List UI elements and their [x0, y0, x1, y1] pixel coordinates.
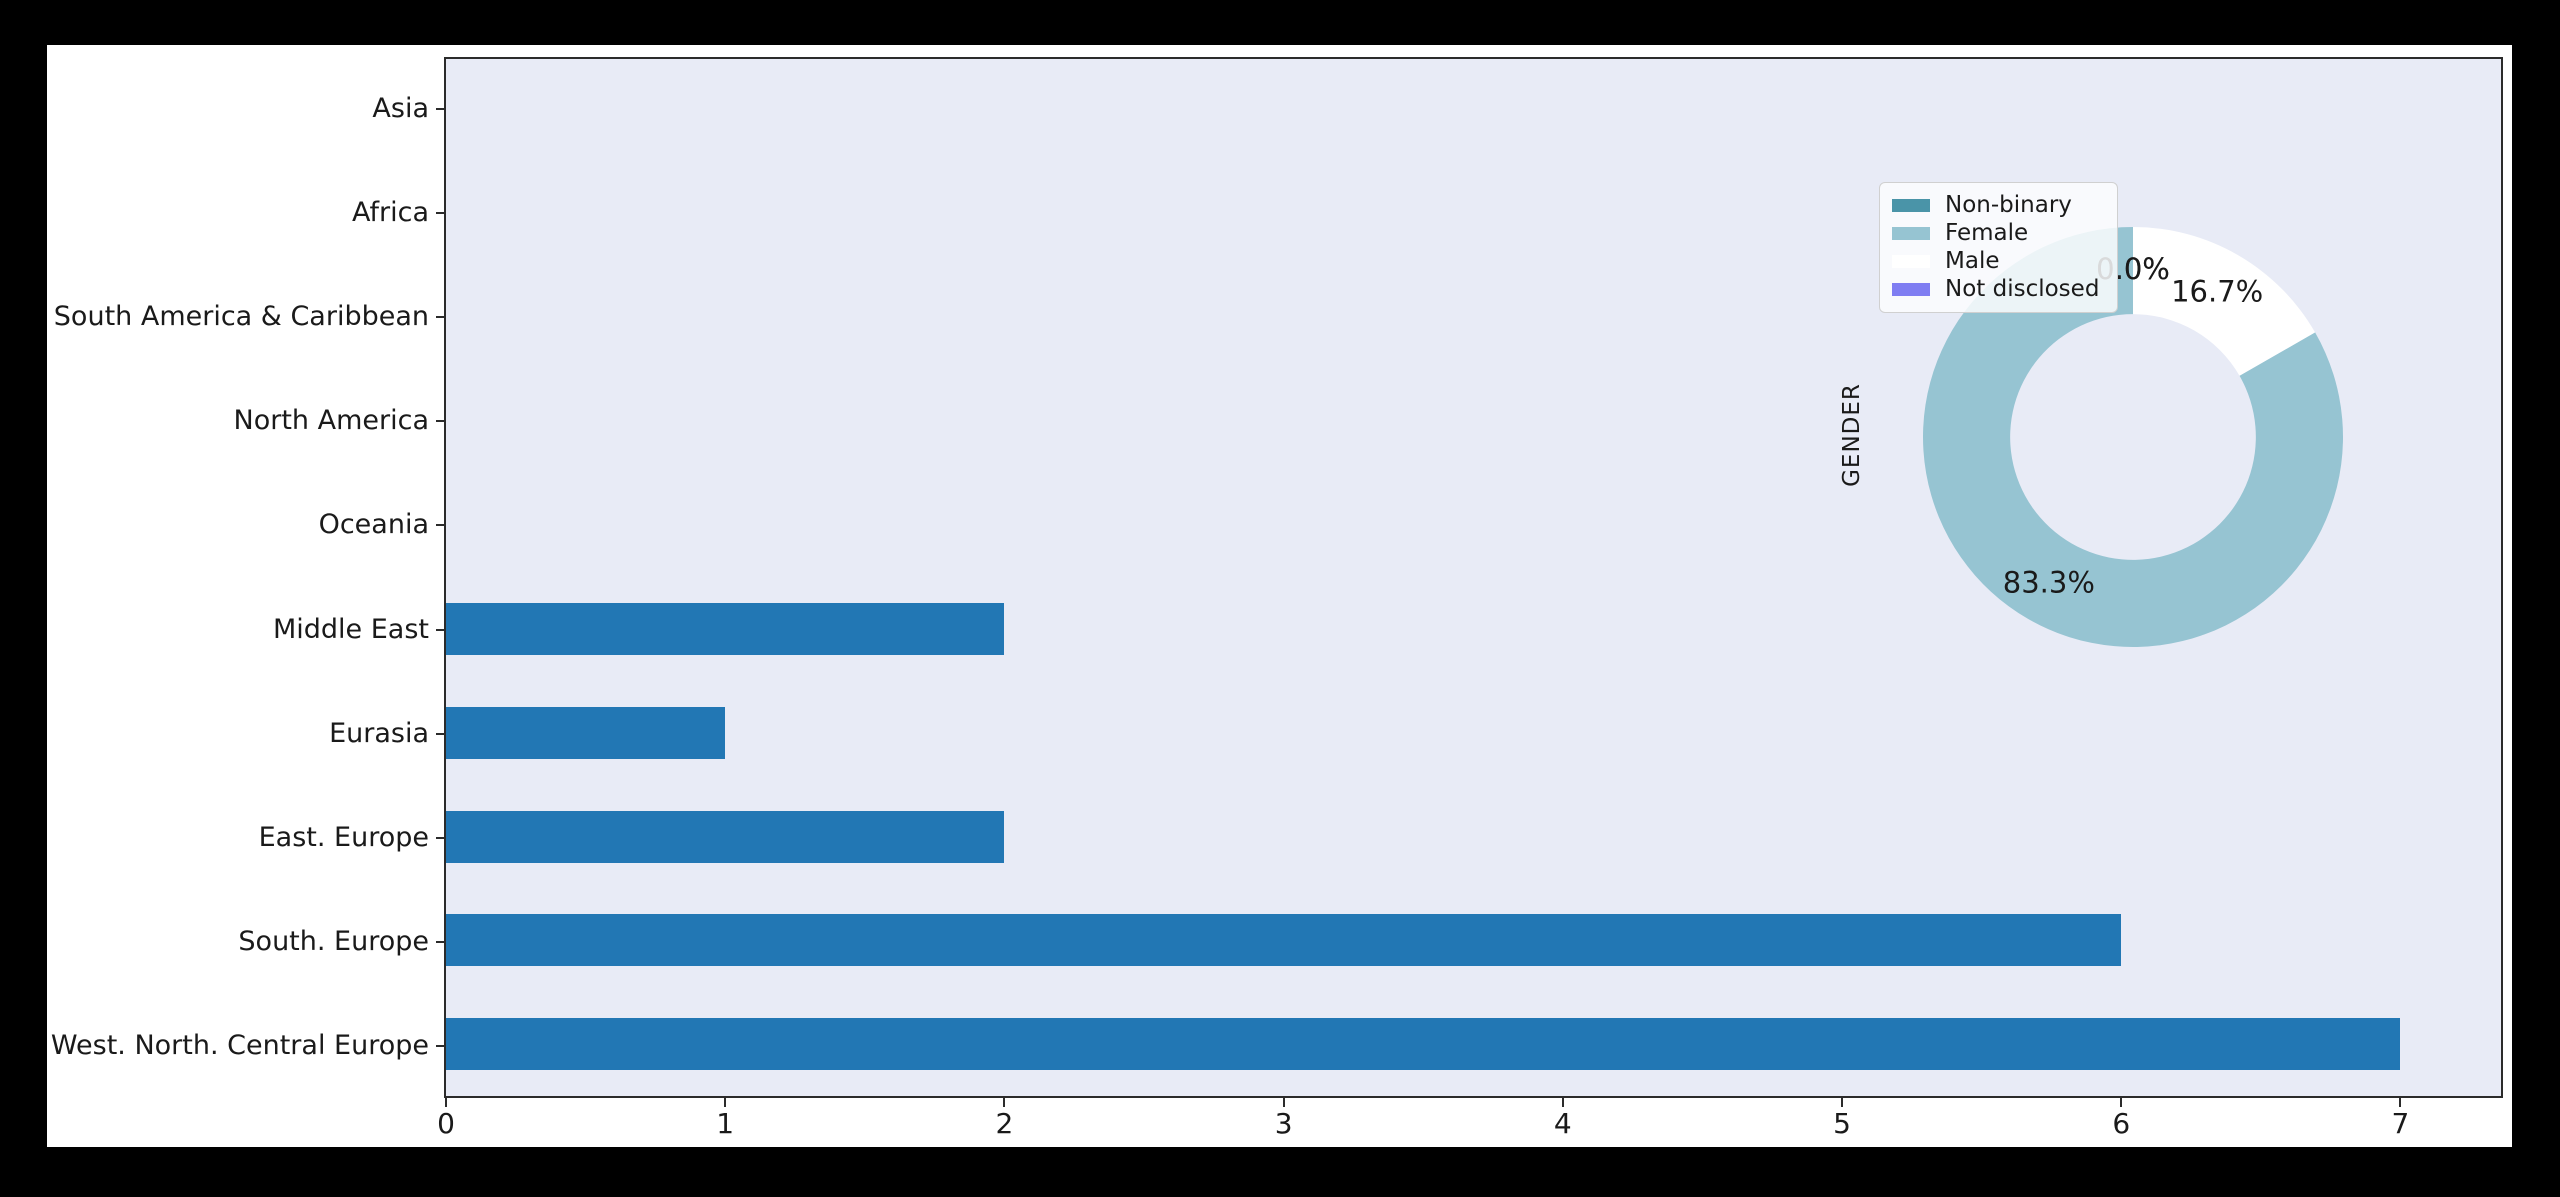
x-tick-mark — [1841, 1098, 1844, 1107]
y-tick-label-west-north-central-europe: West. North. Central Europe — [50, 1029, 429, 1061]
y-tick-mark — [436, 316, 445, 319]
y-tick-label-oceania: Oceania — [318, 509, 429, 541]
y-tick-mark — [436, 420, 445, 423]
y-tick-label-africa: Africa — [351, 197, 429, 229]
gender-donut-chart: 0.0%83.3%16.7%0.0% — [1923, 227, 2343, 647]
x-tick-label-5: 5 — [1833, 1107, 1851, 1140]
legend-label-female: Female — [1945, 220, 2029, 246]
x-tick-mark — [724, 1098, 727, 1107]
x-tick-label-0: 0 — [437, 1107, 455, 1140]
y-tick-mark — [436, 732, 445, 735]
donut-slice-male — [2133, 227, 2316, 376]
y-tick-mark — [436, 212, 445, 215]
x-tick-mark — [1282, 1098, 1285, 1107]
y-tick-label-south-europe: South. Europe — [238, 925, 429, 957]
y-tick-mark — [436, 940, 445, 943]
x-tick-mark — [445, 1098, 447, 1107]
bar-middle-east — [446, 603, 1005, 656]
x-tick-label-1: 1 — [716, 1107, 735, 1140]
gender-axis-title: GENDER — [1839, 383, 1865, 487]
donut-pct-label-female: 83.3% — [2003, 566, 2095, 600]
legend-item-female: Female — [1892, 220, 2099, 247]
legend-item-non-binary: Non-binary — [1892, 192, 2099, 219]
gender-legend: Non-binary Female Male Not disclosed — [1879, 182, 2119, 313]
y-tick-mark — [436, 524, 445, 527]
y-tick-label-eurasia: Eurasia — [329, 717, 429, 749]
x-tick-label-2: 2 — [995, 1107, 1014, 1140]
legend-swatch-male — [1892, 255, 1930, 268]
donut-slice-female — [1923, 227, 2343, 647]
bar-west-north-central-europe — [446, 1018, 2401, 1071]
y-tick-mark — [436, 1044, 445, 1047]
legend-item-not-disclosed: Not disclosed — [1892, 276, 2099, 303]
y-tick-label-north-america: North America — [233, 405, 429, 437]
legend-swatch-not-disclosed — [1892, 283, 1930, 296]
y-tick-label-south-america-caribbean: South America & Caribbean — [53, 301, 429, 333]
y-tick-mark — [436, 836, 445, 839]
bar-east-europe — [446, 810, 1005, 863]
x-tick-mark — [1561, 1098, 1564, 1107]
bar-south-europe — [446, 914, 2122, 967]
x-tick-mark — [2399, 1098, 2402, 1107]
legend-label-not-disclosed: Not disclosed — [1945, 276, 2100, 302]
legend-item-male: Male — [1892, 248, 2099, 275]
bar-eurasia — [446, 707, 726, 760]
y-tick-mark — [436, 108, 445, 111]
y-tick-label-asia: Asia — [372, 93, 429, 125]
x-tick-label-7: 7 — [2391, 1107, 2410, 1140]
x-tick-label-6: 6 — [2112, 1107, 2131, 1140]
y-tick-mark — [436, 628, 445, 631]
x-tick-label-3: 3 — [1274, 1107, 1293, 1140]
legend-label-male: Male — [1945, 248, 2000, 274]
donut-pct-label-male: 16.7% — [2171, 275, 2263, 309]
y-tick-label-middle-east: Middle East — [272, 613, 429, 645]
legend-swatch-non-binary — [1892, 199, 1930, 212]
y-tick-label-east-europe: East. Europe — [258, 821, 429, 853]
x-tick-mark — [2120, 1098, 2123, 1107]
legend-swatch-female — [1892, 227, 1930, 240]
x-tick-mark — [1003, 1098, 1006, 1107]
legend-label-non-binary: Non-binary — [1945, 192, 2072, 218]
chart-figure: Asia Africa South America & Caribbean North… — [47, 45, 2512, 1147]
x-tick-label-4: 4 — [1553, 1107, 1572, 1140]
